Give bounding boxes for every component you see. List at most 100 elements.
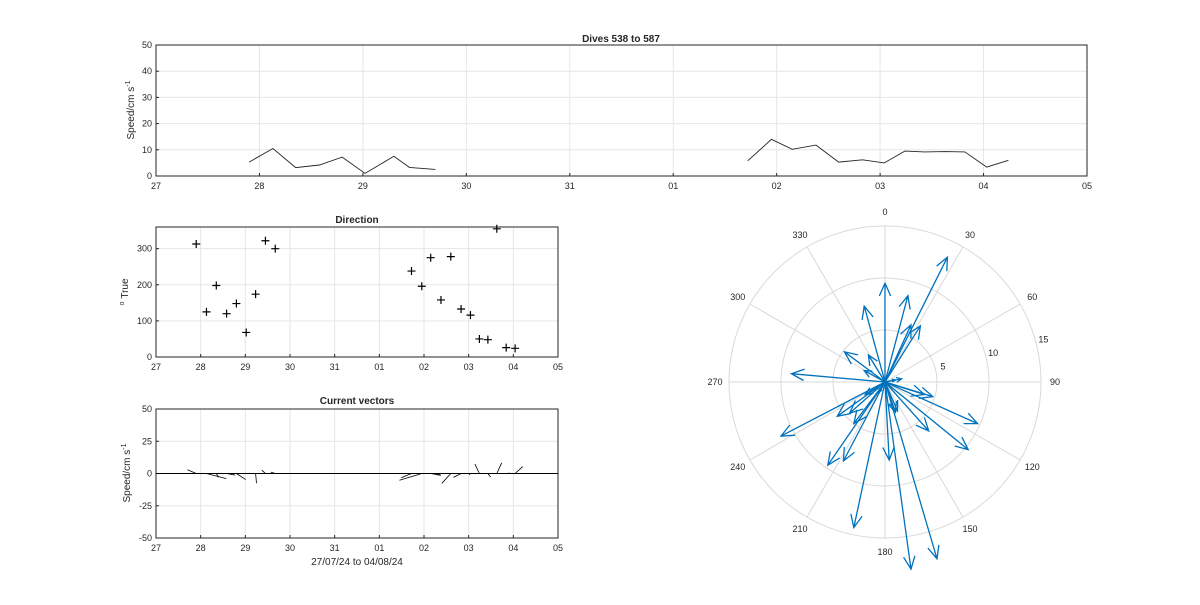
- x-tick-label: 29: [240, 543, 250, 553]
- current-stick: [487, 473, 491, 478]
- compass-arrow: [850, 381, 886, 530]
- x-tick-label: 27: [151, 362, 161, 372]
- x-tick-label: 03: [464, 543, 474, 553]
- polar-angle-label: 30: [965, 230, 975, 240]
- current-stick: [261, 469, 266, 474]
- x-tick-label: 30: [285, 362, 295, 372]
- x-tick-label: 02: [772, 181, 782, 191]
- compass-arrow: [843, 350, 886, 383]
- x-tick-label: 28: [196, 362, 206, 372]
- vectors-ylabel: Speed/cm s-1: [121, 443, 133, 502]
- compass-arrow: [878, 281, 892, 382]
- compass-arrow: [884, 294, 911, 383]
- x-tick-label: 05: [553, 362, 563, 372]
- polar-angle-label: 210: [792, 524, 807, 534]
- x-tick-label: 27: [151, 181, 161, 191]
- x-tick-label: 28: [254, 181, 264, 191]
- vectors-xlabel: 27/07/24 to 04/08/24: [311, 557, 403, 568]
- x-tick-label: 05: [1082, 181, 1092, 191]
- y-tick-label: -25: [139, 501, 152, 511]
- polar-angle-label: 0: [882, 207, 887, 217]
- polar-angle-label: 270: [707, 377, 722, 387]
- speed-plot: Dives 538 to 587 Speed/cm s-1 27 28 29 30 31…: [125, 34, 1092, 191]
- vectors-title: Current vectors: [320, 396, 395, 407]
- y-tick-label: 50: [142, 404, 152, 414]
- current-stick: [206, 473, 227, 480]
- y-tick-label: 30: [142, 92, 152, 102]
- y-tick-label: 25: [142, 436, 152, 446]
- x-tick-label: 02: [419, 543, 429, 553]
- compass-arrow: [884, 381, 916, 571]
- speed-ylabel-text: Speed/cm s: [126, 87, 137, 140]
- y-tick-label: 50: [142, 40, 152, 50]
- axes-box: [155, 226, 559, 358]
- compass-arrow: [842, 381, 886, 463]
- current-stick: [514, 466, 523, 474]
- speed-ylabel: Speed/cm s-1: [125, 80, 137, 139]
- y-tick-label: 300: [137, 244, 152, 254]
- x-tick-label: 31: [565, 181, 575, 191]
- x-tick-label: 29: [358, 181, 368, 191]
- direction-point: [446, 252, 455, 261]
- current-stick: [496, 462, 503, 474]
- x-tick-label: 29: [240, 362, 250, 372]
- polar-angle-label: 90: [1050, 377, 1060, 387]
- direction-title: Direction: [335, 215, 378, 226]
- current-stick: [441, 473, 452, 484]
- current-stick: [401, 473, 412, 479]
- current-stick: [215, 473, 219, 478]
- y-tick-label: 10: [142, 145, 152, 155]
- current-stick: [430, 473, 442, 476]
- direction-point: [271, 244, 280, 253]
- x-tick-label: 31: [330, 362, 340, 372]
- compass-arrow: [884, 376, 904, 383]
- y-tick-label: 40: [142, 66, 152, 76]
- polar-angle-label: 60: [1027, 292, 1037, 302]
- direction-point: [222, 309, 231, 318]
- direction-point: [212, 281, 221, 290]
- y-tick-label: 20: [142, 119, 152, 129]
- current-stick: [187, 469, 197, 474]
- direction-point: [417, 282, 426, 291]
- speed-title: Dives 538 to 587: [582, 34, 660, 45]
- compass-arrow: [861, 304, 886, 383]
- polar-angle-label: 330: [792, 230, 807, 240]
- polar-radius-label: 10: [988, 348, 998, 358]
- x-tick-label: 01: [374, 543, 384, 553]
- polar-radius-label: 5: [940, 361, 945, 371]
- y-tick-label: 0: [147, 469, 152, 479]
- current-stick: [270, 471, 276, 474]
- direction-point: [466, 311, 475, 320]
- direction-point: [457, 304, 466, 313]
- compass-arrow: [884, 381, 980, 425]
- speed-ylabel-sup: -1: [125, 80, 132, 86]
- compass-arrow: [884, 381, 930, 433]
- compass-arrow: [884, 381, 935, 399]
- compass-arrow: [884, 324, 922, 383]
- x-tick-label: 27: [151, 543, 161, 553]
- direction-plot: Direction o True 27 28 29 30 31 01 02 03 04 05 0 100…: [119, 215, 563, 372]
- y-tick-label: 100: [137, 316, 152, 326]
- x-tick-label: 03: [875, 181, 885, 191]
- y-tick-label: 200: [137, 280, 152, 290]
- compass-arrow: [882, 381, 895, 462]
- polar-angle-label: 120: [1025, 462, 1040, 472]
- direction-point: [436, 295, 445, 304]
- vectors-plot: Current vectors Speed/cm s-1 27/07/24 to…: [121, 396, 563, 568]
- speed-series-line: [747, 138, 1009, 168]
- direction-point: [475, 334, 484, 343]
- compass-arrow: [826, 381, 886, 467]
- current-stick: [453, 473, 462, 478]
- current-stick: [226, 473, 236, 476]
- current-stick: [474, 463, 480, 474]
- direction-point: [492, 224, 501, 233]
- current-stick: [255, 473, 257, 484]
- direction-point: [426, 253, 435, 262]
- compass-arrow: [884, 381, 940, 561]
- direction-point: [511, 344, 520, 353]
- x-tick-label: 04: [508, 362, 518, 372]
- x-tick-label: 05: [553, 543, 563, 553]
- compass-arrow: [848, 381, 886, 415]
- current-stick: [399, 473, 422, 481]
